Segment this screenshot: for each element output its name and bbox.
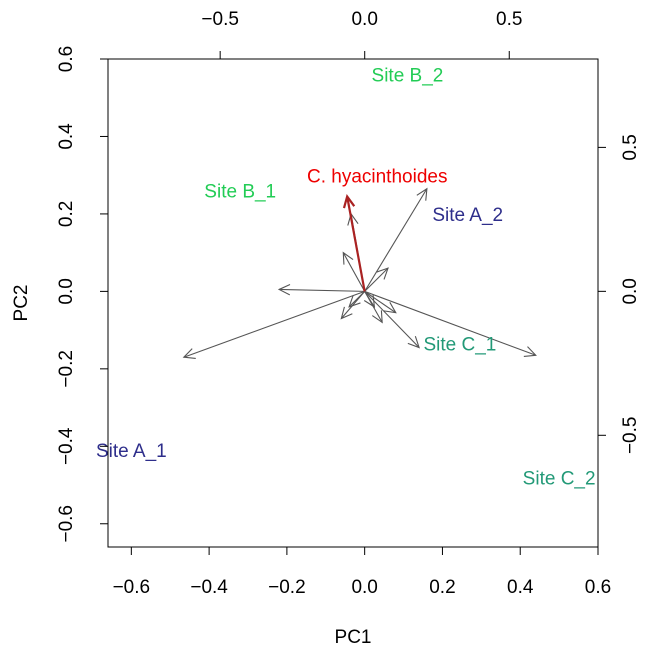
site-label-5: Site C_2: [523, 468, 596, 489]
env-vector-10-shaft: [364, 290, 397, 314]
env-vector-1-shaft: [364, 290, 536, 356]
top-axis: −0.5 0.0 0.5: [201, 9, 522, 60]
y-axis-title: PC2: [11, 285, 32, 322]
env-vector-6-head: [342, 251, 354, 265]
top-tick-label-1: 0.0: [351, 9, 377, 30]
env-vector-4-shaft: [279, 288, 365, 292]
env-vector-6: [342, 251, 366, 292]
y-tick-label-1: −0.4: [56, 427, 77, 465]
site-label-3: Site B_2: [372, 65, 444, 86]
site-label-4: Site C_1: [424, 335, 497, 356]
right-tick-label-1: 0.0: [620, 278, 641, 304]
env-vector-4: [277, 283, 365, 296]
env-vector-1: [364, 290, 537, 357]
right-tick-label-2: 0.5: [620, 134, 641, 160]
env-vector-3-shaft: [364, 290, 420, 348]
env-vector-7-head: [376, 267, 389, 280]
x-tick-label-0: −0.6: [113, 577, 151, 598]
y-tick-label-6: 0.6: [56, 46, 77, 72]
env-vector-2-head: [416, 187, 428, 201]
y-tick-label-3: 0.0: [56, 278, 77, 304]
species-arrow-0-head: [342, 194, 356, 209]
env-vector-0: [182, 290, 365, 359]
top-tick-label-0: −0.5: [201, 9, 239, 30]
env-vector-11: [348, 290, 366, 308]
env-vector-2: [364, 187, 428, 292]
x-tick-label-6: 0.6: [585, 577, 611, 598]
env-vector-11-shaft: [348, 290, 366, 308]
species-label-0: C. hyacinthoides: [307, 166, 447, 187]
env-vector-8-head: [340, 306, 353, 320]
site-label-1: Site A_2: [432, 205, 503, 226]
env-vector-10: [364, 290, 397, 314]
x-axis: −0.6 −0.4 −0.2 0.0 0.2 0.4 0.6: [113, 546, 611, 598]
env-vector-9-head: [371, 310, 383, 324]
species-arrow-0-shaft: [346, 196, 366, 292]
env-vector-12-head: [363, 294, 376, 308]
x-tick-label-1: −0.4: [190, 577, 228, 598]
species-group: C. hyacinthoides: [307, 166, 447, 292]
y-tick-label-4: 0.2: [56, 201, 77, 227]
y-axis: −0.6 −0.4 −0.2 0.0 0.2 0.4 0.6: [56, 46, 109, 543]
x-tick-label-4: 0.2: [429, 577, 455, 598]
x-tick-label-5: 0.4: [507, 577, 534, 598]
env-vector-1-head: [523, 346, 537, 357]
x-axis-title: PC1: [335, 627, 372, 648]
env-vector-0-shaft: [183, 290, 365, 358]
y-tick-label-2: −0.2: [56, 350, 77, 388]
env-vector-7: [364, 267, 389, 292]
env-vector-11-head: [348, 295, 361, 308]
env-vector-3-head: [407, 335, 420, 349]
top-tick-label-2: 0.5: [496, 9, 522, 30]
env-vector-0-head: [182, 348, 196, 359]
env-vector-12: [363, 291, 376, 308]
x-tick-label-3: 0.0: [351, 577, 377, 598]
right-axis: −0.5 0.0 0.5: [597, 134, 641, 455]
env-vector-3: [364, 290, 420, 349]
y-tick-label-0: −0.6: [56, 505, 77, 543]
vector-group: [182, 187, 537, 359]
env-vector-6-shaft: [342, 252, 366, 292]
site-label-2: Site B_1: [204, 182, 276, 203]
env-vector-4-head: [277, 283, 291, 296]
env-vector-10-head: [383, 301, 397, 314]
site-label-0: Site A_1: [96, 441, 167, 462]
env-vector-7-shaft: [364, 267, 389, 292]
env-vector-12-shaft: [364, 291, 375, 308]
species-arrow-0: [342, 194, 366, 292]
site-label-group: Site A_1 Site A_2 Site B_1 Site B_2 Site C_1…: [96, 65, 596, 489]
env-vector-2-shaft: [364, 188, 428, 292]
right-tick-label-0: −0.5: [620, 417, 641, 455]
x-tick-label-2: −0.2: [268, 577, 306, 598]
y-tick-label-5: 0.4: [56, 123, 77, 150]
